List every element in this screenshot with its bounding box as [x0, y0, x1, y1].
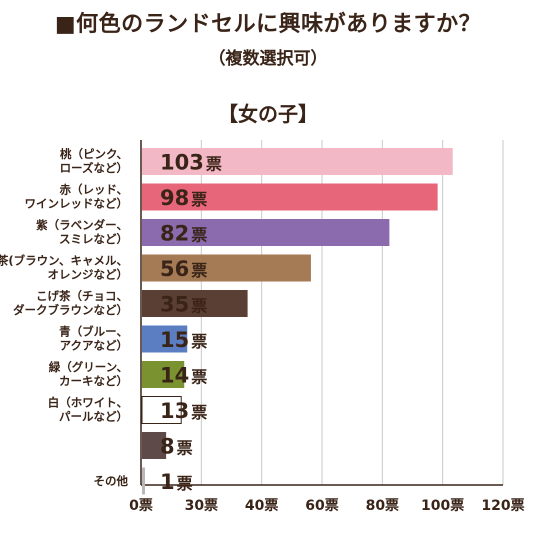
- bar-value-label: 56 票: [160, 257, 207, 281]
- bar: [142, 183, 438, 211]
- x-tick-label: 120票: [481, 498, 524, 514]
- bar: [142, 467, 146, 495]
- bar: [141, 396, 182, 424]
- bar: [142, 148, 453, 175]
- x-tick-label: 80票: [366, 498, 399, 514]
- bar-value-label: 98 票: [160, 186, 207, 210]
- category-label: 赤（レッド、ワインレッドなど）: [25, 183, 129, 211]
- x-tick-label: 100票: [421, 498, 464, 514]
- bar-value-label: 103 票: [160, 151, 222, 175]
- bar-value-label: 14 票: [160, 364, 207, 388]
- category-label: 桃（ピンク、ローズなど）: [60, 147, 128, 175]
- category-label: 茶(ブラウン、キャメル、オレンジなど）: [0, 254, 128, 282]
- bar: [142, 432, 167, 459]
- chart-title: ■何色のランドセルに興味がありますか？: [54, 12, 482, 37]
- bar: [142, 325, 188, 353]
- bar: [142, 254, 311, 282]
- category-label: その他: [94, 474, 129, 488]
- bar-value-label: 13 票: [160, 399, 207, 423]
- category-label: 緑（グリーン、カーキなど）: [49, 360, 128, 388]
- bar-value-label: 15 票: [160, 328, 207, 352]
- bar: [142, 290, 248, 317]
- x-tick-label: 40票: [245, 498, 278, 514]
- bar: [142, 361, 185, 388]
- bar-value-label: 35 票: [160, 293, 207, 317]
- category-label: 白（ホワイト、パールなど）: [48, 396, 128, 424]
- category-label: 紫（ラベンダー、スミレなど）: [36, 218, 128, 246]
- chart-subtitle: （複数選択可）: [208, 49, 328, 69]
- bar-value-label: 82 票: [160, 222, 207, 246]
- category-label: 青（ブルー、アクアなど）: [59, 325, 128, 353]
- x-tick-label: 60票: [305, 498, 338, 514]
- x-tick-label: 30票: [185, 498, 218, 514]
- bar: [142, 219, 390, 246]
- category-label: こげ茶（チョコ、ダークブラウンなど）: [13, 289, 128, 317]
- x-tick-label: 0票: [129, 498, 153, 514]
- chart-section-label: 【女の子】: [218, 102, 318, 126]
